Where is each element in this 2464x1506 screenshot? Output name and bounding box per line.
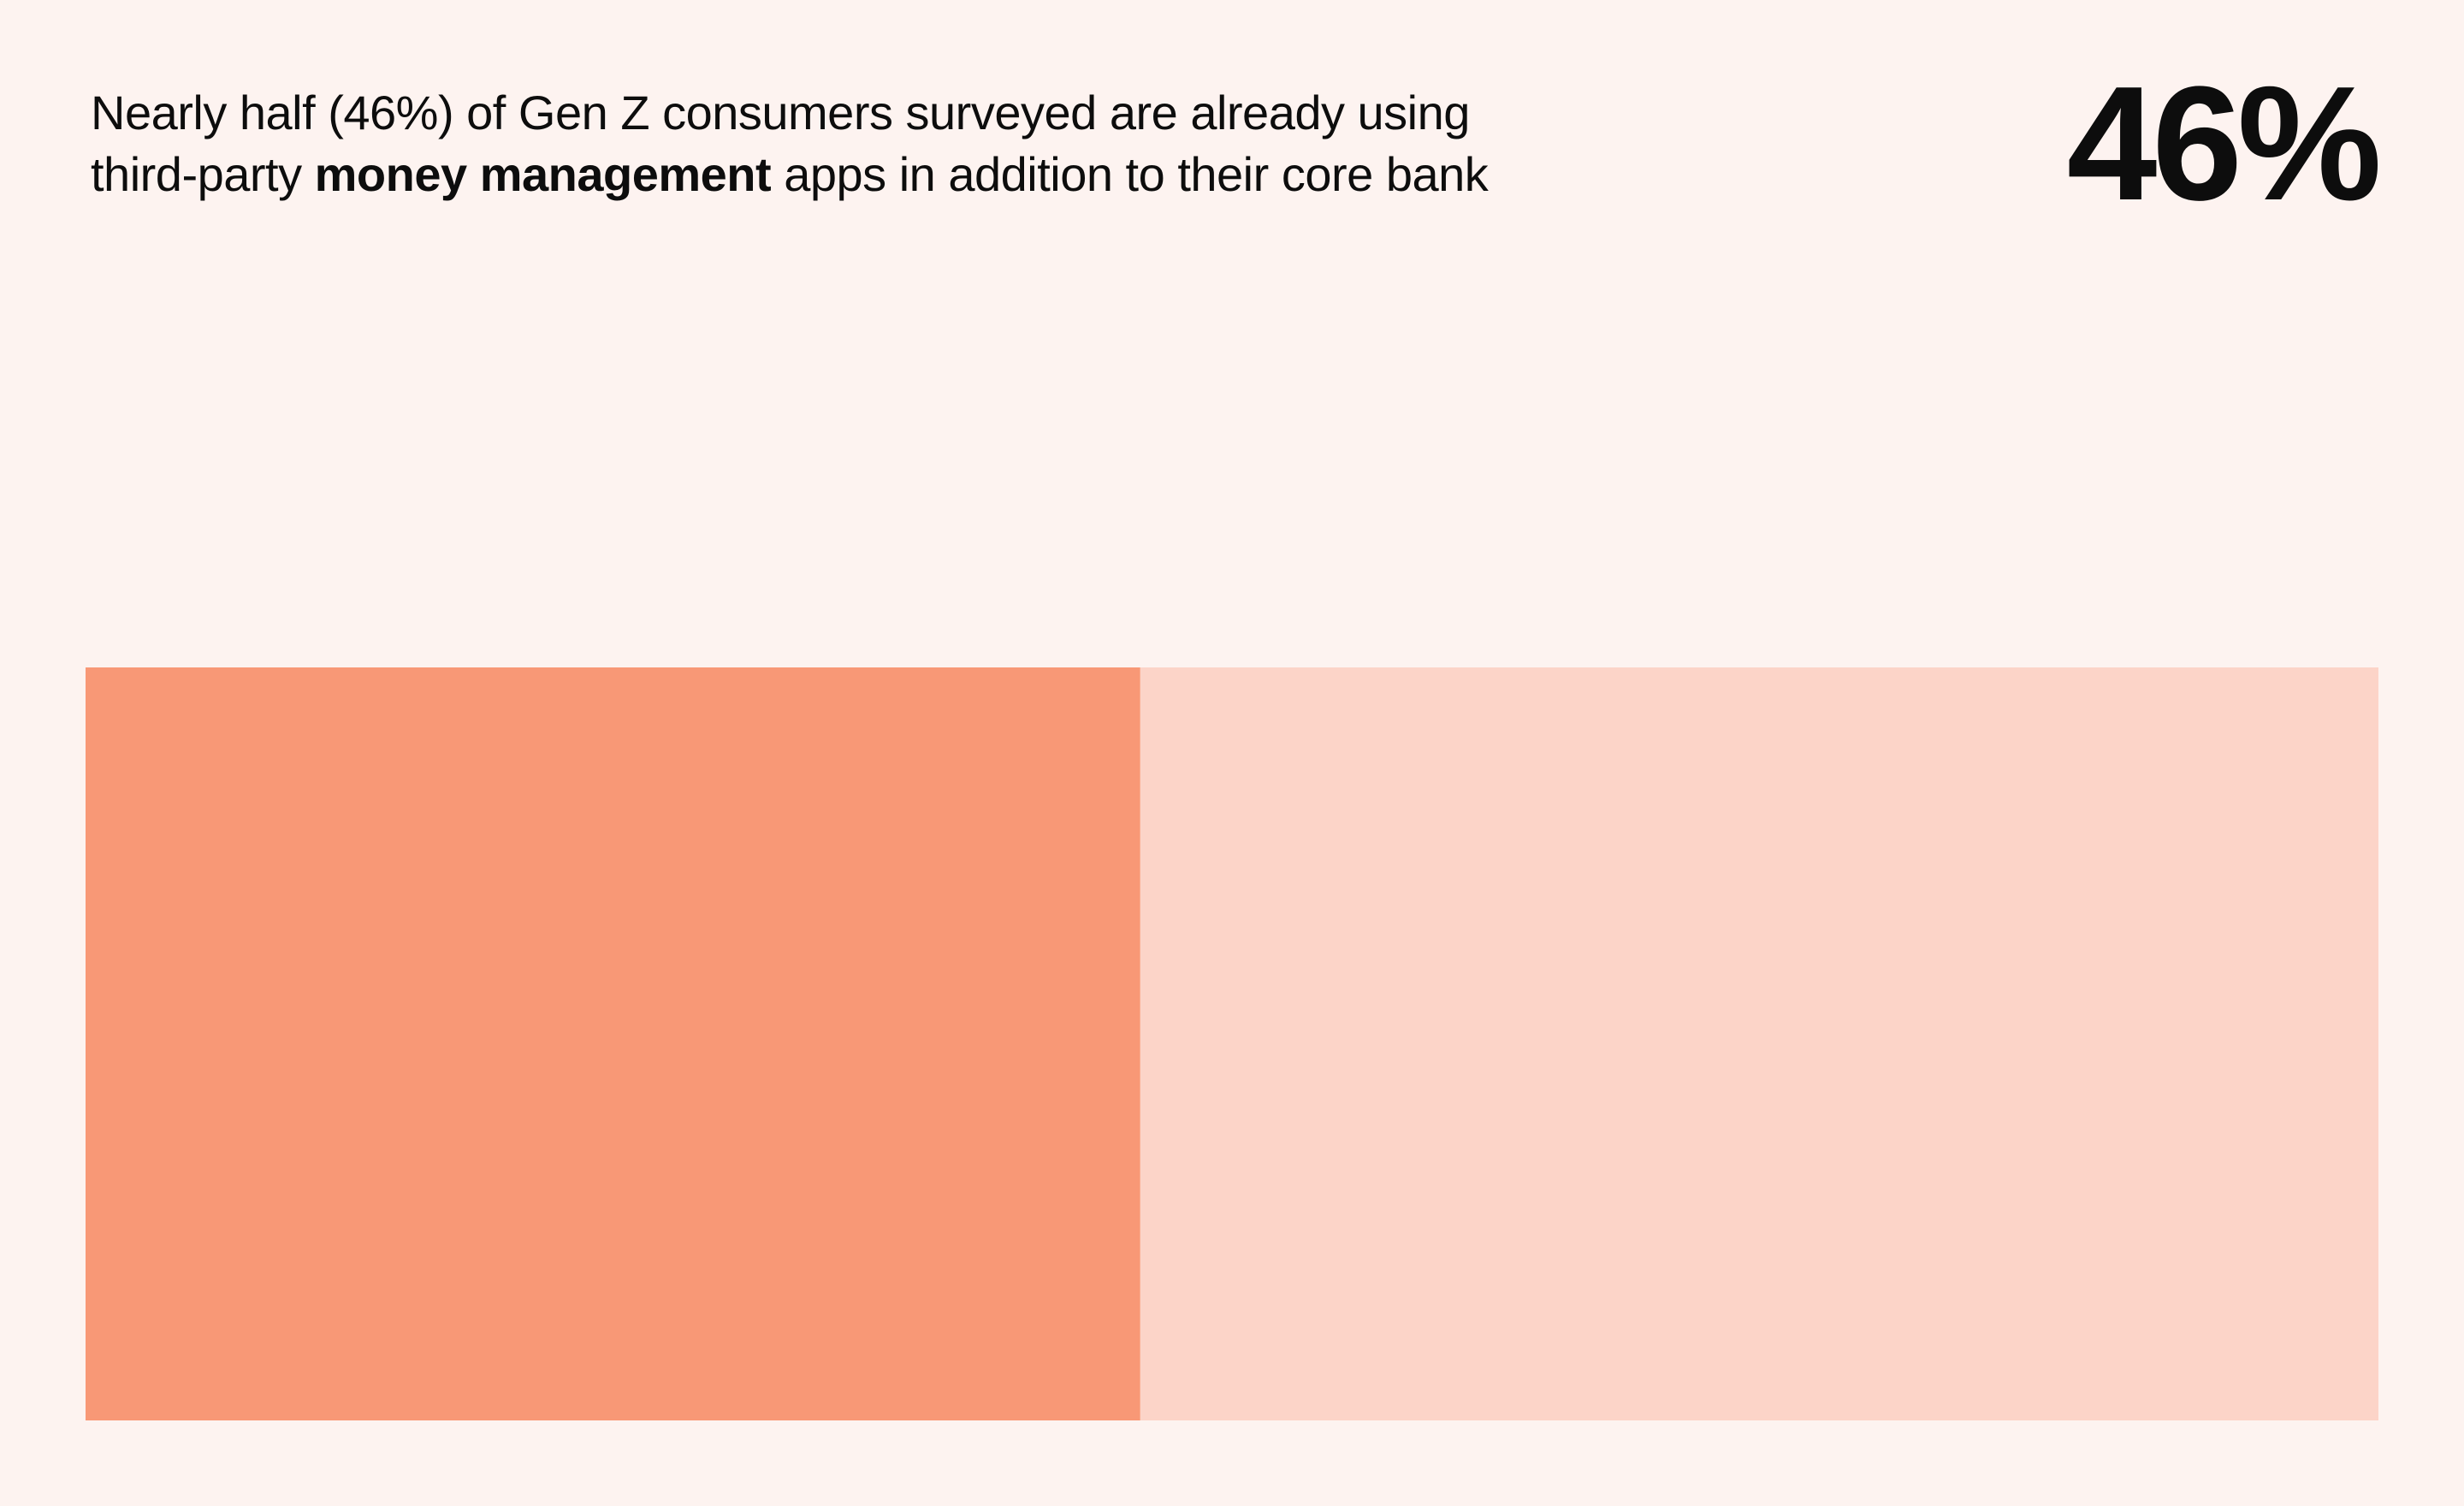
bar-segment-filled bbox=[86, 667, 1140, 1420]
headline: Nearly half (46%) of Gen Z consumers sur… bbox=[91, 82, 1802, 205]
headline-line-2-prefix: third-party bbox=[91, 147, 315, 201]
proportion-bar-svg bbox=[86, 667, 2378, 1420]
headline-line-2-bold: money management bbox=[314, 147, 772, 201]
proportion-bar-chart bbox=[86, 667, 2378, 1420]
bar-segment-remainder bbox=[1140, 667, 2378, 1420]
headline-line-1: Nearly half (46%) of Gen Z consumers sur… bbox=[91, 86, 1470, 139]
headline-line-2-suffix: apps in addition to their core bank bbox=[771, 147, 1489, 201]
big-stat-value: 46% bbox=[2066, 53, 2382, 234]
